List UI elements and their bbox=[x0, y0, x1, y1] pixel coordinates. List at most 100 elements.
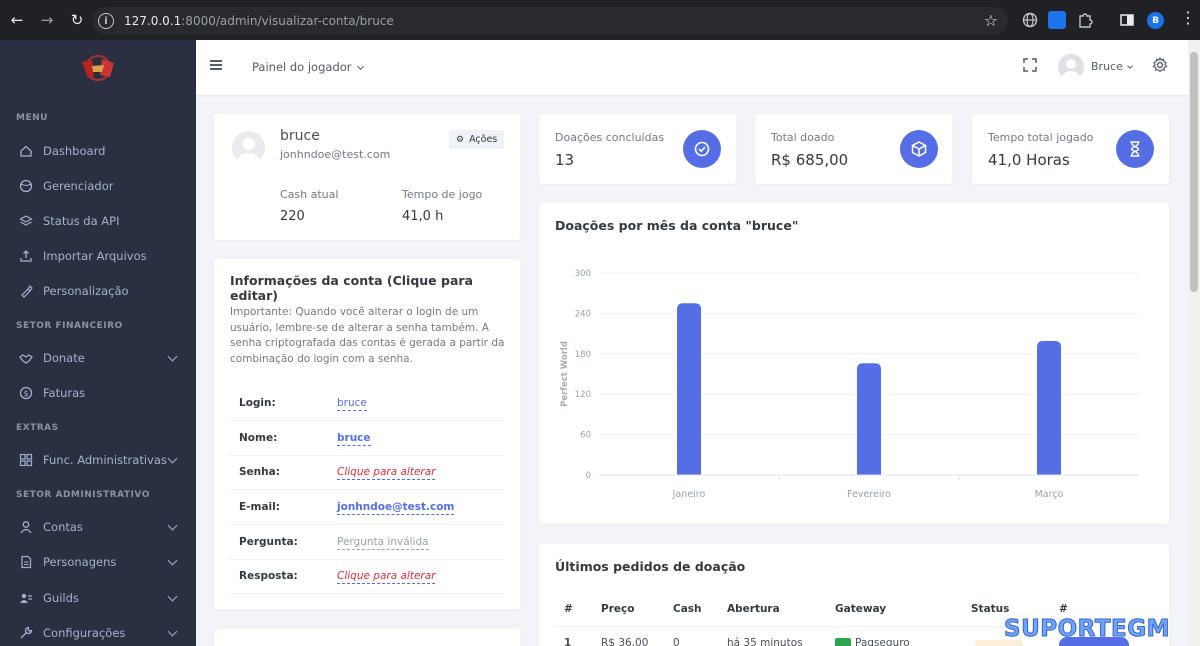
pergunta-value[interactable]: Pergunta inválida bbox=[337, 536, 429, 550]
sidebar-item-gerenciador[interactable]: Gerenciador bbox=[0, 171, 196, 201]
info-row-resposta: Resposta: Clique para alterar bbox=[230, 559, 504, 594]
financeiro-section-title: SETOR FINANCEIRO bbox=[16, 321, 123, 331]
gear-icon[interactable] bbox=[1152, 57, 1168, 73]
info-label: Resposta: bbox=[239, 570, 298, 582]
chevron-down-icon bbox=[167, 520, 178, 531]
row-price: R$ 36,00 bbox=[601, 637, 649, 646]
package-icon bbox=[900, 130, 938, 168]
y-tick-label: 180 bbox=[575, 350, 591, 360]
sidebar-item-label: Personagens bbox=[43, 555, 117, 569]
fullscreen-icon[interactable] bbox=[1023, 58, 1037, 72]
info-row-senha: Senha: Clique para alterar bbox=[230, 455, 504, 490]
sidebar: MENU Dashboard Gerenciador Status da API… bbox=[0, 40, 196, 646]
sidebar-item-donate[interactable]: Donate bbox=[0, 343, 196, 373]
kpi-value: R$ 685,00 bbox=[771, 151, 849, 169]
reload-icon[interactable]: ↻ bbox=[70, 11, 84, 29]
menu-section-title: MENU bbox=[16, 113, 48, 123]
cash-label: Cash atual bbox=[280, 188, 339, 201]
sidebar-item-importar-arquivos[interactable]: Importar Arquivos bbox=[0, 241, 196, 271]
status-badge bbox=[975, 640, 1023, 646]
brand-logo[interactable] bbox=[74, 50, 122, 86]
sidebar-item-personagens[interactable]: Personagens bbox=[0, 547, 196, 577]
time-value: 41,0 h bbox=[402, 209, 444, 224]
site-info-icon[interactable]: i bbox=[98, 13, 114, 29]
nome-value[interactable]: bruce bbox=[337, 432, 371, 446]
sidebar-item-personalizacao[interactable]: Personalização bbox=[0, 276, 196, 306]
browser-menu-icon[interactable]: ⋮ bbox=[1180, 8, 1196, 27]
sidebar-item-contas[interactable]: Contas bbox=[0, 512, 196, 542]
kpi-label: Doações concluídas bbox=[555, 131, 665, 144]
wrench-icon bbox=[18, 625, 34, 641]
sidebar-item-label: Faturas bbox=[43, 386, 86, 400]
chevron-down-icon bbox=[167, 453, 178, 464]
view-details-button[interactable] bbox=[1059, 637, 1129, 646]
chevron-down-icon bbox=[167, 555, 178, 566]
senha-value[interactable]: Clique para alterar bbox=[337, 466, 436, 480]
row-id: 1 bbox=[564, 637, 572, 646]
bookmark-star-icon[interactable]: ☆ bbox=[983, 11, 998, 30]
user-dropdown[interactable]: Bruce bbox=[1091, 60, 1133, 73]
row-gateway: Pagseguro bbox=[835, 637, 910, 646]
table-header-actions: # bbox=[1059, 603, 1068, 615]
resposta-value[interactable]: Clique para alterar bbox=[337, 570, 436, 584]
translate-extension-icon[interactable] bbox=[1048, 11, 1066, 29]
sidebar-item-label: Func. Administrativas bbox=[43, 453, 167, 467]
kpi-label: Total doado bbox=[771, 131, 835, 144]
info-label: E-mail: bbox=[239, 501, 280, 513]
upload-icon bbox=[18, 248, 34, 264]
scrollbar-thumb[interactable] bbox=[1190, 52, 1198, 292]
menu-toggle-icon[interactable] bbox=[210, 60, 222, 70]
sidebar-item-faturas[interactable]: $ Faturas bbox=[0, 378, 196, 408]
hourglass-icon bbox=[1116, 130, 1154, 168]
info-row-login: Login: bruce bbox=[230, 386, 504, 421]
table-header-opened: Abertura bbox=[727, 603, 780, 615]
sidebar-item-guilds[interactable]: Guilds bbox=[0, 583, 196, 613]
puzzle-extensions-icon[interactable] bbox=[1076, 11, 1094, 29]
globe-extension-icon[interactable] bbox=[1021, 11, 1039, 29]
user-avatar[interactable] bbox=[1058, 54, 1084, 80]
bar-fevereiro[interactable] bbox=[857, 363, 881, 475]
table-header-cash: Cash bbox=[673, 603, 702, 615]
info-label: Pergunta: bbox=[239, 536, 298, 548]
address-bar[interactable]: i 127.0.0.1:8000/admin/visualizar-conta/… bbox=[92, 7, 1008, 35]
url-text: 127.0.0.1:8000/admin/visualizar-conta/br… bbox=[124, 14, 394, 28]
back-icon[interactable]: ← bbox=[10, 11, 24, 29]
email-value[interactable]: jonhndoe@test.com bbox=[337, 501, 455, 515]
row-cash: 0 bbox=[673, 637, 680, 646]
painel-dropdown[interactable]: Painel do jogador bbox=[252, 60, 364, 74]
forward-icon[interactable]: → bbox=[40, 11, 54, 29]
home-icon bbox=[18, 143, 34, 159]
info-row-nome: Nome: bruce bbox=[230, 421, 504, 456]
table-divider bbox=[555, 626, 1153, 627]
account-info-title: Informações da conta (Clique para editar… bbox=[230, 273, 473, 303]
browser-profile-avatar[interactable]: B bbox=[1147, 12, 1164, 29]
sidebar-item-status-api[interactable]: Status da API bbox=[0, 206, 196, 236]
grid-icon bbox=[18, 452, 34, 468]
bar-março[interactable] bbox=[1037, 341, 1061, 475]
sidebar-item-dashboard[interactable]: Dashboard bbox=[0, 136, 196, 166]
table-header-id: # bbox=[564, 603, 573, 615]
side-panel-icon[interactable] bbox=[1118, 11, 1136, 29]
y-tick-label: 300 bbox=[575, 269, 591, 279]
time-label: Tempo de jogo bbox=[402, 188, 483, 201]
sidebar-item-label: Gerenciador bbox=[43, 179, 114, 193]
globe-icon bbox=[18, 178, 34, 194]
sidebar-item-func-administrativas[interactable]: Func. Administrativas bbox=[0, 445, 196, 475]
user-icon bbox=[18, 519, 34, 535]
info-row-pergunta: Pergunta: Pergunta inválida bbox=[230, 525, 504, 560]
table-header-gateway: Gateway bbox=[835, 603, 887, 615]
sidebar-item-label: Personalização bbox=[43, 284, 129, 298]
kpi-card-total: Total doado R$ 685,00 bbox=[755, 114, 952, 184]
donations-bar-chart: 0 60 120 180 240 300 Perfect World Janeiro Fever… bbox=[560, 269, 1139, 500]
orders-title: Últimos pedidos de doação bbox=[555, 559, 746, 574]
next-card bbox=[214, 629, 520, 646]
bar-janeiro[interactable] bbox=[677, 303, 701, 475]
login-value[interactable]: bruce bbox=[337, 397, 367, 411]
page-scrollbar[interactable] bbox=[1188, 40, 1200, 646]
sidebar-item-configuracoes[interactable]: Configurações bbox=[0, 618, 196, 646]
gear-icon: ⚙ bbox=[456, 134, 465, 145]
actions-button[interactable]: ⚙ Ações bbox=[449, 130, 505, 149]
sidebar-item-label: Donate bbox=[43, 351, 85, 365]
chevron-down-icon bbox=[356, 62, 364, 71]
chevron-down-icon bbox=[167, 351, 178, 362]
